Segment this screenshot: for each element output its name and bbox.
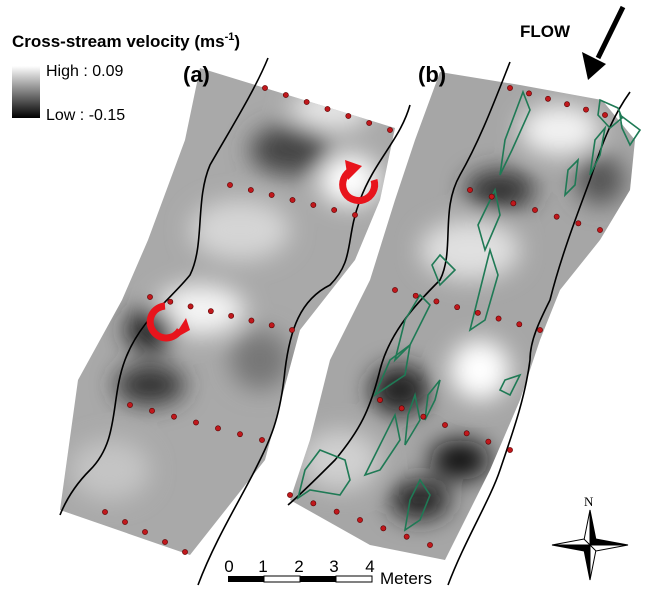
legend-low: Low : -0.15 [46,107,125,124]
sample-point [507,447,513,453]
sample-point [215,425,221,432]
flow-arrow [595,5,626,60]
sample-point [575,220,582,227]
sample-point [526,90,532,97]
sample-point [282,92,289,98]
sample-point [392,287,398,293]
vortex-outlines [296,89,642,532]
sample-point [142,529,148,535]
sample-point [474,309,481,316]
legend-ramp [12,66,40,118]
sample-point [564,101,570,108]
sample-point [187,303,194,310]
sample-point [583,106,589,113]
flow-label: FLOW [520,22,571,41]
sample-point [248,317,255,324]
sample-point [380,525,387,532]
scale-label: 0 [224,557,233,576]
north-arrow [551,509,629,581]
sample-point [228,312,235,319]
sample-point [182,549,188,555]
panel-label: (a) [183,62,210,87]
sample-point [237,431,243,438]
scale-label: 4 [365,557,374,576]
sample-point [167,298,174,305]
sample-point [507,85,513,91]
sample-point [463,430,470,437]
sample-point [420,413,427,420]
sample-point [398,405,405,412]
sample-point [303,99,310,105]
sample-point [545,95,551,102]
scale-bar: 0 1 2 3 4 Meters [224,557,432,588]
sample-point [147,294,153,300]
sample-point [427,542,433,548]
sample-point [597,227,603,233]
sample-point [259,437,265,443]
sample-point [412,292,419,299]
sample-point [193,419,199,426]
sample-point [602,112,608,118]
sample-point [310,202,317,208]
sample-point [454,304,461,311]
sample-point [467,187,473,193]
legend-high: High : 0.09 [46,63,123,80]
flow-arrowhead [582,52,606,80]
sample-point [324,106,331,112]
sample-point [366,120,373,126]
sample-point [377,397,383,403]
scale-label: 3 [329,557,338,576]
sample-point [331,207,338,213]
eddy-arrows [146,166,379,342]
sample-point [488,193,495,200]
channel-lines [59,57,631,586]
north-label: N [584,494,594,509]
sample-point [102,509,108,515]
sample-point [352,212,358,218]
sample-point [537,327,543,333]
sample-point [289,197,296,203]
sample-point [495,315,502,322]
sample-point [403,533,410,540]
scale-label: 1 [258,557,267,576]
sample-point [516,321,523,328]
legend-title: Cross-stream velocity (ms-1) [12,31,240,51]
sample-point [345,113,352,119]
sample-points [102,85,608,555]
sample-point [162,539,168,545]
sample-point [268,322,275,329]
sample-point [310,500,317,507]
sample-point [485,438,492,445]
sample-point [262,85,268,91]
sample-point [149,407,155,414]
scale-unit: Meters [380,569,432,588]
sample-point [433,298,440,305]
eddy-arrowheads [172,160,362,340]
sample-point [387,127,393,133]
scale-label: 2 [294,557,303,576]
panel-label: (b) [418,62,446,87]
sample-point [287,492,293,498]
sample-point [207,308,214,315]
sample-point [553,213,560,220]
sample-point [442,422,448,428]
sample-point [122,519,128,525]
sample-point [532,207,538,213]
sample-point [333,508,340,515]
sample-point [171,413,177,420]
sample-point [357,517,363,523]
sample-point [127,402,133,408]
sample-point [289,327,295,333]
sample-point [510,200,517,207]
sample-point [268,192,275,198]
sample-point [247,187,254,193]
sample-point [227,182,233,188]
